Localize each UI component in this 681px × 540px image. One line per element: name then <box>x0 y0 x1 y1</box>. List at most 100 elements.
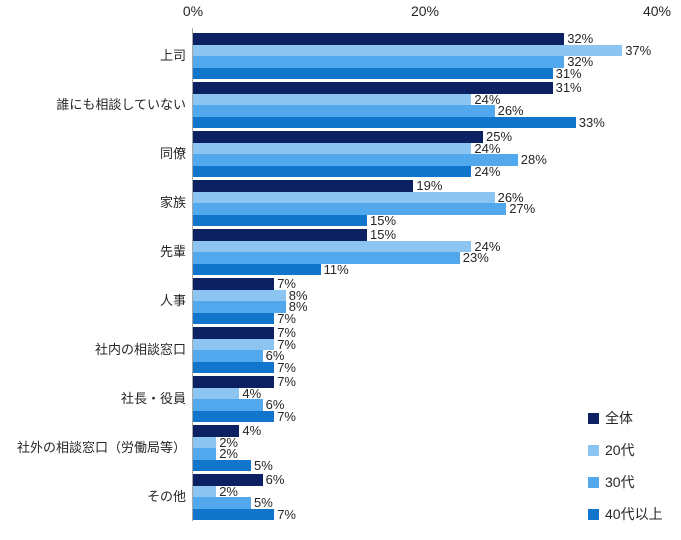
bar-row: 32% <box>193 31 594 47</box>
bar-40代以上-その他 <box>193 508 275 520</box>
bar-全体-その他 <box>193 474 263 486</box>
bar-row: 7% <box>193 276 296 292</box>
bar-row: 26% <box>193 103 524 119</box>
bar-40代以上-家族 <box>193 214 367 226</box>
bar-20代-同僚 <box>193 142 472 154</box>
plot-area: 32% 37% 32% 31% 31% 24% 26% 33% 25% 24% 28% 24% 19% 2… <box>193 31 681 523</box>
bar-row: 28% <box>193 152 547 168</box>
y-axis-line <box>192 28 193 521</box>
legend-swatch <box>588 476 599 488</box>
value-label: 2% <box>219 446 238 462</box>
bar-30代-上司 <box>193 56 565 68</box>
bar-row: 24% <box>193 140 501 156</box>
bar-row: 7% <box>193 359 296 375</box>
value-label: 7% <box>277 408 296 424</box>
value-label: 26% <box>497 103 524 119</box>
bar-全体-先輩 <box>193 229 367 241</box>
legend-item-20代: 20代 <box>588 440 663 460</box>
value-label: 24% <box>474 140 501 156</box>
value-label: 7% <box>277 336 296 352</box>
category-label: 社外の相談窓口（労働局等） <box>16 440 186 455</box>
value-label: 27% <box>509 201 536 217</box>
bar-40代以上-誰にも相談していない <box>193 116 576 128</box>
bar-row: 23% <box>193 251 489 264</box>
bar-20代-上司 <box>193 44 623 56</box>
value-label: 15% <box>370 227 397 243</box>
value-label: 4% <box>242 385 262 401</box>
bar-30代-社長・役員 <box>193 399 263 411</box>
category-label: 上司 <box>159 48 186 63</box>
bar-row: 15% <box>193 212 397 228</box>
value-label: 7% <box>277 276 296 292</box>
bar-全体-誰にも相談していない <box>193 82 553 94</box>
category-label: 同僚 <box>159 146 186 161</box>
bar-row: 6% <box>193 398 284 411</box>
bar-20代-人事 <box>193 289 286 301</box>
legend-label: 全体 <box>605 410 633 426</box>
bar-row: 5% <box>193 459 273 472</box>
bar-row: 31% <box>193 81 582 94</box>
category-label: その他 <box>146 489 186 504</box>
bar-40代以上-社内の相談窓口 <box>193 361 275 373</box>
value-label: 15% <box>370 212 397 228</box>
bar-row: 4% <box>193 423 262 439</box>
bar-全体-社内の相談窓口 <box>193 327 275 339</box>
legend-swatch <box>588 444 599 456</box>
value-label: 19% <box>416 178 443 194</box>
bar-全体-人事 <box>193 278 275 290</box>
bar-40代以上-社長・役員 <box>193 410 275 422</box>
bar-row: 24% <box>193 165 500 178</box>
value-label: 8% <box>288 287 308 303</box>
value-label: 7% <box>277 325 296 341</box>
bar-30代-先輩 <box>193 252 460 264</box>
value-label: 28% <box>520 152 547 168</box>
value-label: 24% <box>474 238 501 254</box>
value-label: 7% <box>277 359 296 375</box>
bar-20代-社外の相談窓口（労働局等） <box>193 436 217 448</box>
bar-row: 24% <box>193 238 501 254</box>
bar-row: 7% <box>193 310 296 326</box>
value-label: 7% <box>277 310 296 326</box>
bar-row: 31% <box>193 65 582 81</box>
legend-label: 30代 <box>605 474 635 490</box>
bar-30代-社内の相談窓口 <box>193 350 263 362</box>
value-label: 6% <box>265 348 285 364</box>
category-label: 先輩 <box>159 244 186 259</box>
value-label: 7% <box>277 506 296 522</box>
category-label: 人事 <box>159 293 186 308</box>
category-label: 家族 <box>159 195 186 210</box>
legend-swatch <box>588 508 599 520</box>
bar-row: 25% <box>193 130 512 143</box>
value-label: 4% <box>242 423 262 439</box>
bar-row: 4% <box>193 385 262 401</box>
value-label: 11% <box>323 261 349 277</box>
bar-row: 37% <box>193 44 651 57</box>
bar-30代-家族 <box>193 203 507 215</box>
value-label: 33% <box>578 114 605 130</box>
bar-row: 26% <box>193 191 524 204</box>
bar-row: 8% <box>193 300 308 313</box>
category-label: 社長・役員 <box>120 391 186 406</box>
bar-row: 2% <box>193 436 238 449</box>
bar-row: 2% <box>193 446 238 462</box>
category-label: 誰にも相談していない <box>56 97 186 112</box>
bar-row: 27% <box>193 201 536 217</box>
legend-swatch <box>588 412 599 424</box>
x-axis-tick: 40% <box>642 3 672 19</box>
bar-20代-その他 <box>193 485 217 497</box>
value-label: 2% <box>219 483 238 499</box>
bar-全体-社外の相談窓口（労働局等） <box>193 425 240 437</box>
bar-30代-同僚 <box>193 154 518 166</box>
bar-row: 11% <box>193 261 349 277</box>
bar-全体-社長・役員 <box>193 376 275 388</box>
bar-全体-上司 <box>193 33 565 45</box>
bar-row: 8% <box>193 287 308 303</box>
bar-row: 24% <box>193 93 500 106</box>
category-label: 社内の相談窓口 <box>94 342 186 357</box>
value-label: 32% <box>567 31 594 47</box>
bar-row: 5% <box>193 496 273 509</box>
bar-20代-社内の相談窓口 <box>193 338 275 350</box>
value-label: 31% <box>555 65 582 81</box>
bar-row: 15% <box>193 227 397 243</box>
